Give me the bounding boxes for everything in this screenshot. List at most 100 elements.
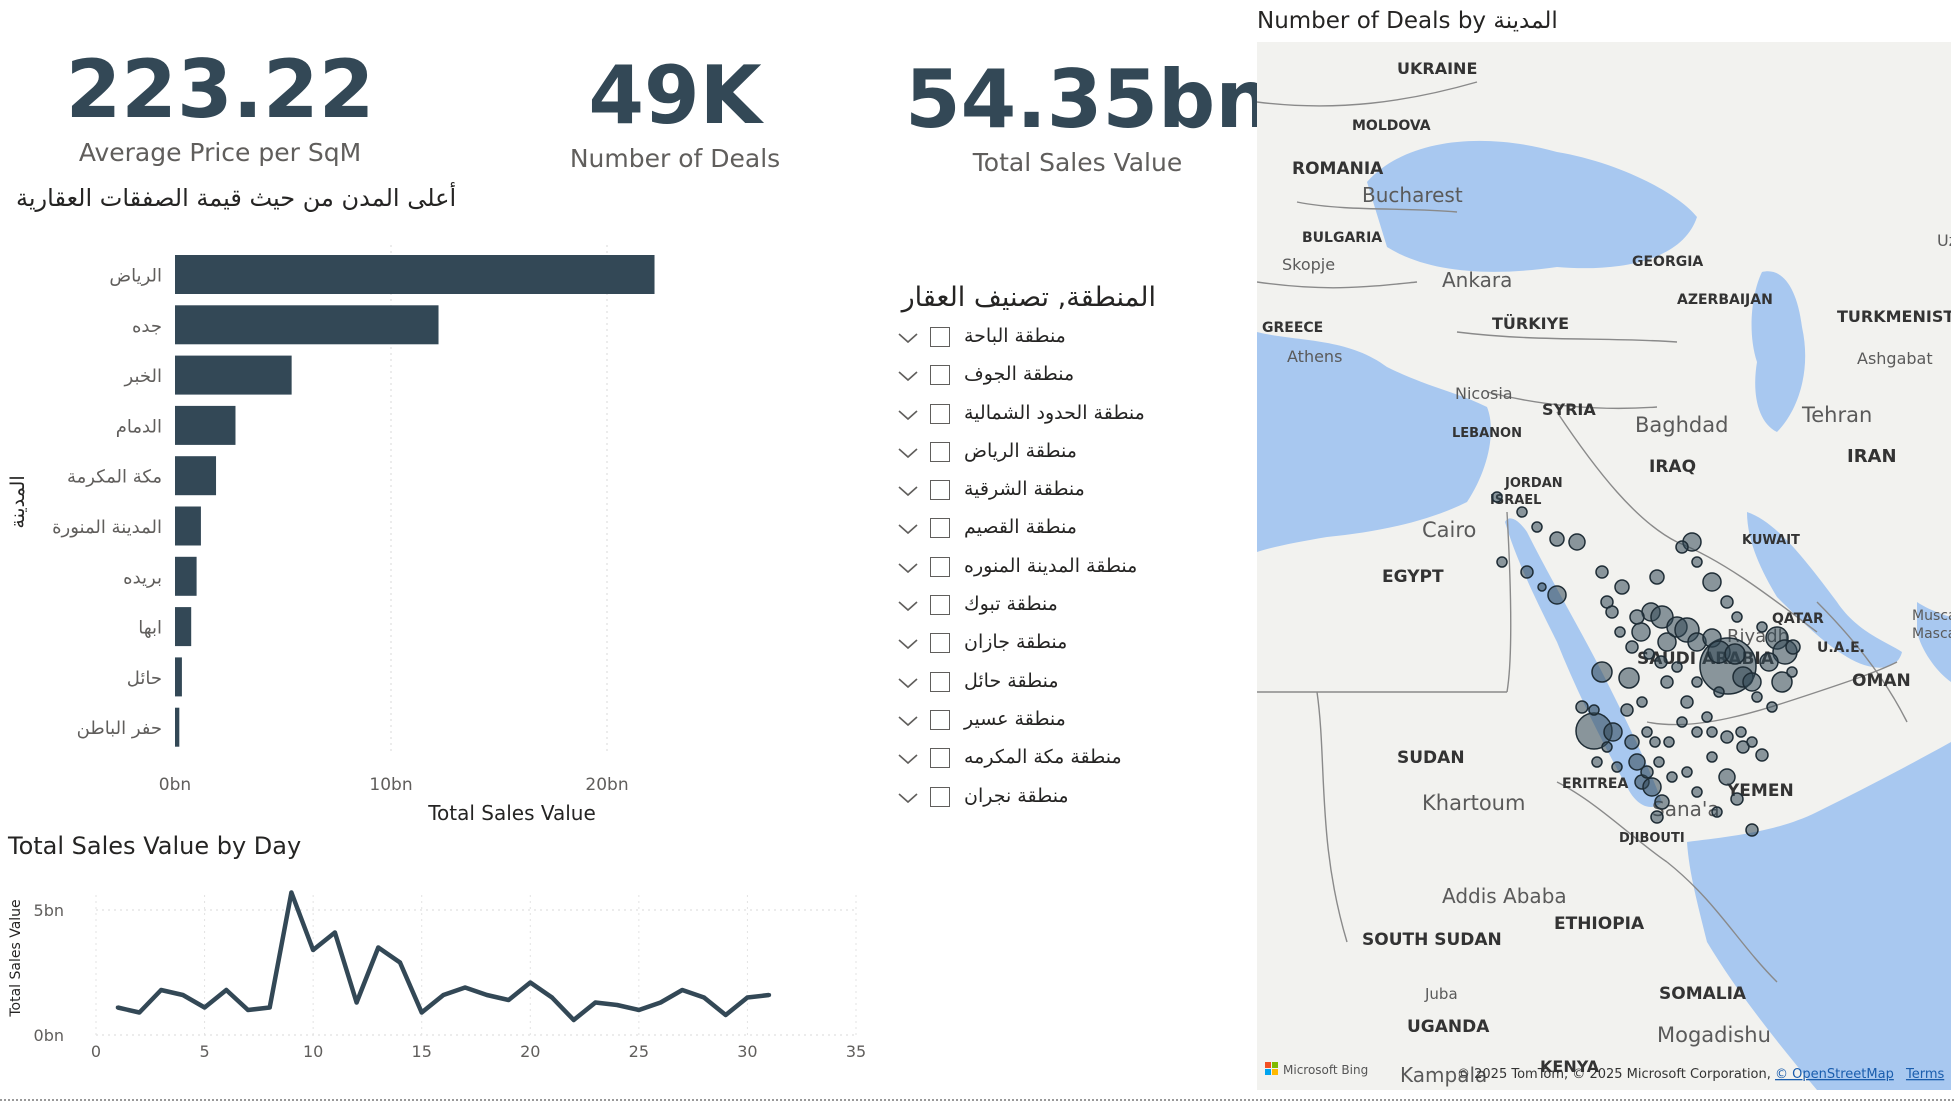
bar-5[interactable] (175, 456, 217, 496)
map-bubble[interactable] (1591, 756, 1603, 768)
slicer-item[interactable]: منطقة حائل (896, 668, 1196, 706)
map-bubble[interactable] (1745, 823, 1759, 837)
map-bubble[interactable] (1756, 621, 1768, 633)
slicer-item[interactable]: منطقة القصيم (896, 514, 1196, 552)
map-bubble[interactable] (1746, 736, 1758, 748)
chevron-down-icon[interactable] (896, 329, 920, 347)
map-bubble[interactable] (1520, 565, 1534, 579)
slicer-checkbox[interactable] (930, 633, 950, 654)
map-bubble[interactable] (1731, 611, 1743, 623)
bar-6[interactable] (175, 506, 201, 546)
map-bubble[interactable] (1657, 632, 1677, 652)
map-bubble[interactable] (1785, 639, 1801, 655)
map-bubble[interactable] (1771, 671, 1793, 693)
line-point[interactable] (463, 985, 468, 990)
line-point[interactable] (180, 993, 185, 997)
map-bubble[interactable] (1547, 585, 1567, 605)
map-bubble[interactable] (1671, 661, 1683, 673)
map-bubble[interactable] (1628, 753, 1646, 771)
slicer-checkbox[interactable] (930, 365, 950, 386)
line-point[interactable] (745, 995, 750, 1000)
line-point[interactable] (289, 890, 294, 895)
map-bubble[interactable] (1759, 652, 1779, 672)
slicer-checkbox[interactable] (930, 556, 950, 577)
map-bubble[interactable] (1631, 622, 1651, 642)
slicer-checkbox[interactable] (930, 786, 950, 807)
map-bubble[interactable] (1691, 556, 1703, 568)
line-point[interactable] (137, 1010, 142, 1015)
map-bubble[interactable] (1691, 676, 1703, 688)
map-bubble[interactable] (1786, 666, 1798, 678)
line-point[interactable] (593, 1000, 598, 1005)
map-bubble[interactable] (1531, 521, 1543, 533)
slicer-checkbox[interactable] (930, 441, 950, 462)
map-bubble[interactable] (1624, 734, 1640, 750)
slicer-item[interactable]: منطقة المدينة المنوره (896, 553, 1196, 591)
map-bubble[interactable] (1701, 711, 1713, 723)
map-bubble[interactable] (1591, 661, 1613, 683)
map-bubble[interactable] (1595, 565, 1609, 579)
line-point[interactable] (419, 1010, 424, 1015)
chevron-down-icon[interactable] (896, 712, 920, 730)
map-bubble[interactable] (1691, 786, 1703, 798)
chevron-down-icon[interactable] (896, 789, 920, 807)
map-bubble[interactable] (1736, 740, 1750, 754)
line-point[interactable] (767, 993, 772, 997)
map-bubble[interactable] (1629, 609, 1645, 625)
line-point[interactable] (311, 948, 316, 952)
map-bubble[interactable] (1706, 726, 1718, 738)
map-bubble[interactable] (1706, 751, 1718, 763)
bar-4[interactable] (175, 405, 236, 445)
chevron-down-icon[interactable] (896, 520, 920, 538)
line-point[interactable] (615, 1003, 620, 1007)
slicer-item[interactable]: منطقة الحدود الشمالية (896, 400, 1196, 438)
map-bubble[interactable] (1649, 569, 1665, 585)
map-bubble[interactable] (1491, 491, 1503, 503)
line-point[interactable] (484, 993, 489, 997)
line-point[interactable] (398, 960, 402, 965)
bar-2[interactable] (175, 305, 439, 345)
map-bubble[interactable] (1724, 643, 1746, 665)
line-point[interactable] (224, 988, 229, 992)
slicer-checkbox[interactable] (930, 480, 950, 501)
map-bubble[interactable] (1614, 626, 1626, 638)
map-bubble[interactable] (1537, 582, 1547, 592)
slicer-checkbox[interactable] (930, 595, 950, 616)
line-point[interactable] (636, 1008, 641, 1012)
terms-link[interactable]: Terms (1905, 1067, 1945, 1082)
line-point[interactable] (680, 988, 685, 992)
map-bubble[interactable] (1611, 761, 1623, 773)
line-point[interactable] (202, 1005, 207, 1010)
bubble-map[interactable]: UKRAINE MOLDOVA ROMANIA Bucharest BULGARIA Sk… (1257, 42, 1951, 1090)
map-bubble[interactable] (1643, 648, 1655, 660)
chevron-down-icon[interactable] (896, 406, 920, 424)
map-bubble[interactable] (1751, 691, 1763, 703)
map-bubble[interactable] (1720, 730, 1734, 744)
map-bubble[interactable] (1605, 605, 1619, 619)
map-bubble[interactable] (1676, 716, 1688, 728)
map-bubble[interactable] (1603, 722, 1623, 742)
chevron-down-icon[interactable] (896, 635, 920, 653)
bar-3[interactable] (175, 355, 292, 395)
map-bubble[interactable] (1675, 540, 1689, 554)
line-point[interactable] (528, 980, 533, 985)
slicer-item[interactable]: منطقة الرياض (896, 438, 1196, 476)
osm-link[interactable]: © OpenStreetMap (1775, 1067, 1894, 1082)
map-bubble[interactable] (1730, 792, 1744, 806)
line-point[interactable] (267, 1005, 272, 1010)
map-bubble[interactable] (1641, 726, 1653, 738)
map-bubble[interactable] (1660, 675, 1674, 689)
line-point[interactable] (159, 988, 164, 992)
map-bubble[interactable] (1711, 806, 1723, 818)
slicer-item[interactable]: منطقة نجران (896, 783, 1196, 821)
bar-1[interactable] (175, 255, 655, 294)
map-bubble[interactable] (1620, 703, 1634, 717)
map-bubble[interactable] (1681, 766, 1693, 778)
chevron-down-icon[interactable] (896, 482, 920, 500)
slicer-item[interactable]: منطقة عسير (896, 706, 1196, 744)
map-bubble[interactable] (1663, 736, 1675, 748)
map-bubble[interactable] (1654, 655, 1668, 669)
map-bubble[interactable] (1640, 765, 1654, 779)
bar-9[interactable] (175, 657, 182, 697)
map-bubble[interactable] (1575, 700, 1589, 714)
